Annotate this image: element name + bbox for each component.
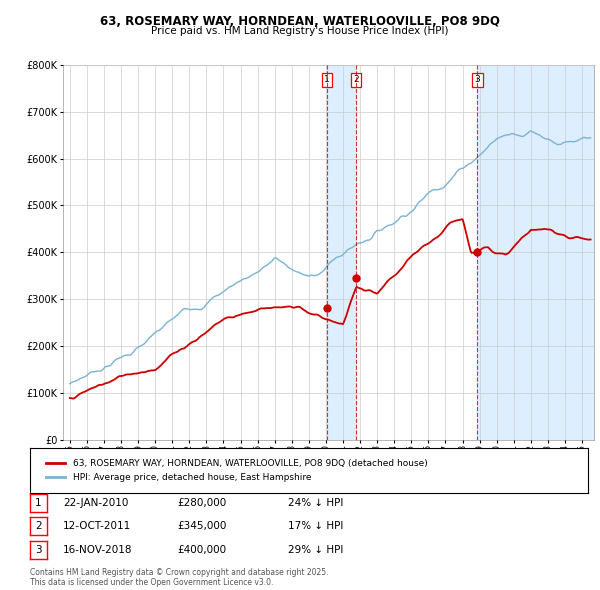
Text: 3: 3 [475, 76, 480, 84]
Text: 2: 2 [353, 76, 359, 84]
Text: £345,000: £345,000 [177, 522, 226, 531]
Text: £280,000: £280,000 [177, 498, 226, 507]
Bar [327, 65, 356, 440]
Text: 22-JAN-2010: 22-JAN-2010 [63, 498, 128, 507]
Text: 1: 1 [324, 76, 329, 84]
Text: 63, ROSEMARY WAY, HORNDEAN, WATERLOOVILLE, PO8 9DQ: 63, ROSEMARY WAY, HORNDEAN, WATERLOOVILL… [100, 15, 500, 28]
Text: 3: 3 [35, 545, 42, 555]
Bar [478, 65, 594, 440]
Text: 1: 1 [35, 498, 42, 507]
Legend: 63, ROSEMARY WAY, HORNDEAN, WATERLOOVILLE, PO8 9DQ (detached house), HPI: Averag: 63, ROSEMARY WAY, HORNDEAN, WATERLOOVILL… [40, 454, 433, 487]
Text: 2: 2 [35, 522, 42, 531]
Text: Price paid vs. HM Land Registry's House Price Index (HPI): Price paid vs. HM Land Registry's House … [151, 26, 449, 36]
Text: Contains HM Land Registry data © Crown copyright and database right 2025.
This d: Contains HM Land Registry data © Crown c… [30, 568, 329, 587]
Text: £400,000: £400,000 [177, 545, 226, 555]
Text: 29% ↓ HPI: 29% ↓ HPI [288, 545, 343, 555]
Text: 24% ↓ HPI: 24% ↓ HPI [288, 498, 343, 507]
Text: 16-NOV-2018: 16-NOV-2018 [63, 545, 133, 555]
Text: 17% ↓ HPI: 17% ↓ HPI [288, 522, 343, 531]
Text: 12-OCT-2011: 12-OCT-2011 [63, 522, 131, 531]
